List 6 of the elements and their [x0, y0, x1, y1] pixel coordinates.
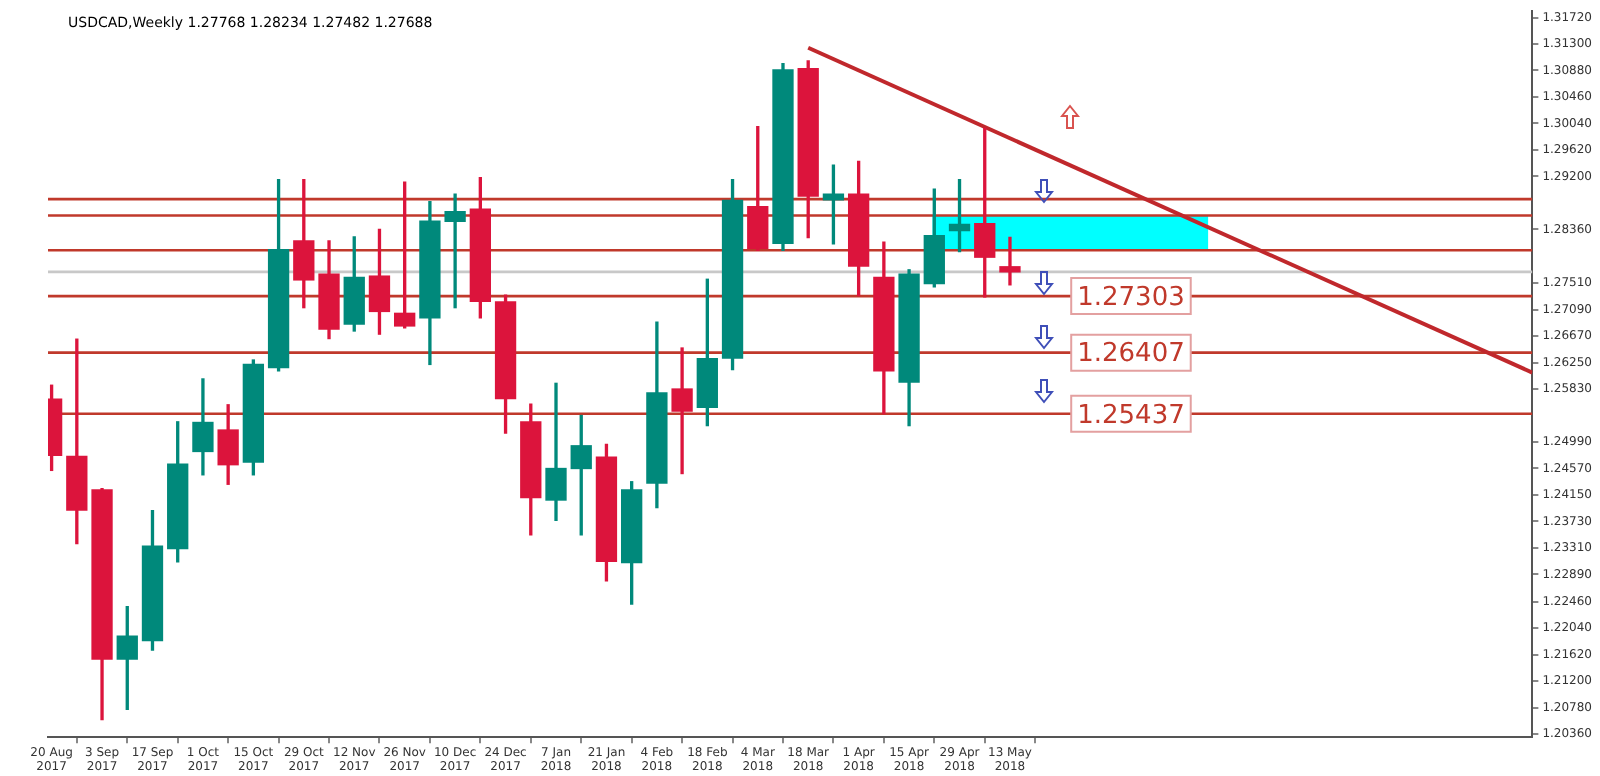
- candlestick: [545, 382, 567, 521]
- candlestick: [671, 347, 693, 475]
- ref-line-label: 1.26407: [1077, 339, 1185, 370]
- ref-line-label: 1.27303: [1077, 282, 1185, 313]
- ref-line-label: 1.25437: [1077, 400, 1185, 431]
- candlestick: [999, 236, 1021, 286]
